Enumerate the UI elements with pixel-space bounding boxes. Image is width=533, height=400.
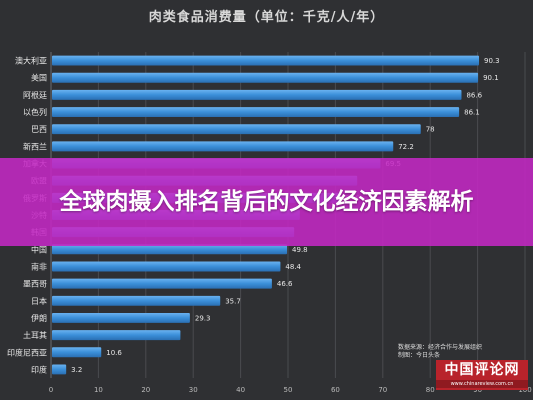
value-label: 10.6 xyxy=(106,349,122,357)
category-label: 墨西哥 xyxy=(23,280,47,289)
bar xyxy=(52,55,480,66)
category-label: 日本 xyxy=(31,296,47,306)
category-label: 新西兰 xyxy=(23,141,47,151)
x-tick-label: 10 xyxy=(94,386,103,394)
x-tick-label: 40 xyxy=(236,386,245,394)
value-label: 78 xyxy=(426,126,435,134)
value-label: 3.2 xyxy=(71,366,82,374)
category-label: 伊朗 xyxy=(31,313,47,323)
category-label: 南非 xyxy=(31,261,47,271)
value-label: 29.3 xyxy=(195,314,211,322)
value-label: 90.3 xyxy=(484,57,500,65)
bar xyxy=(52,330,181,341)
watermark-url: www.chinareview.com.cn xyxy=(436,380,528,388)
category-label: 中国 xyxy=(31,244,47,254)
data-source-note: 数据来源：经济合作与发展组织 制图：今日头条 xyxy=(398,344,482,360)
source-line: 数据来源：经济合作与发展组织 xyxy=(398,344,483,351)
bar xyxy=(52,347,102,358)
value-label: 86.1 xyxy=(464,109,480,117)
watermark-logo: 中国评论网 www.chinareview.com.cn xyxy=(436,360,528,390)
value-label: 72.2 xyxy=(398,143,414,151)
x-tick-label: 0 xyxy=(49,386,53,394)
x-tick-label: 20 xyxy=(141,386,150,394)
x-tick-label: 70 xyxy=(378,386,387,394)
credit-line: 制图：今日头条 xyxy=(398,352,441,359)
bar xyxy=(52,364,67,375)
value-label: 48.4 xyxy=(285,263,301,271)
bar xyxy=(52,244,288,255)
category-label: 土耳其 xyxy=(23,330,47,340)
value-label: 35.7 xyxy=(225,297,241,305)
category-label: 阿根廷 xyxy=(23,90,47,100)
x-tick-label: 30 xyxy=(189,386,198,394)
value-label: 46.6 xyxy=(277,280,293,288)
x-tick-label: 90 xyxy=(473,386,482,394)
watermark-text: 中国评论网 xyxy=(444,362,520,378)
headline-banner: 全球肉摄入排名背后的文化经济因素解析 xyxy=(0,158,533,246)
category-label: 印度 xyxy=(31,364,47,374)
bar xyxy=(52,72,479,83)
banner-title: 全球肉摄入排名背后的文化经济因素解析 xyxy=(59,188,474,215)
category-label: 印度尼西亚 xyxy=(7,347,47,357)
bar xyxy=(52,295,221,306)
category-label: 澳大利亚 xyxy=(15,56,47,66)
bar xyxy=(52,278,272,289)
value-label: 86.6 xyxy=(466,91,482,99)
bar xyxy=(52,89,462,100)
category-label: 美国 xyxy=(31,73,47,83)
category-label: 以色列 xyxy=(23,107,47,117)
value-label: 49.8 xyxy=(292,246,308,254)
value-label: 90.1 xyxy=(483,74,499,82)
bar xyxy=(52,312,190,323)
x-tick-label: 100 xyxy=(518,386,531,394)
bar xyxy=(52,141,394,152)
x-tick-label: 50 xyxy=(284,386,293,394)
bar xyxy=(52,124,421,135)
bar xyxy=(52,261,281,272)
chart-title: 肉类食品消费量（单位：千克/人/年） xyxy=(148,10,385,25)
x-tick-label: 80 xyxy=(426,386,435,394)
bar xyxy=(52,107,460,118)
category-label: 巴西 xyxy=(31,125,47,134)
x-tick-label: 60 xyxy=(331,386,340,394)
